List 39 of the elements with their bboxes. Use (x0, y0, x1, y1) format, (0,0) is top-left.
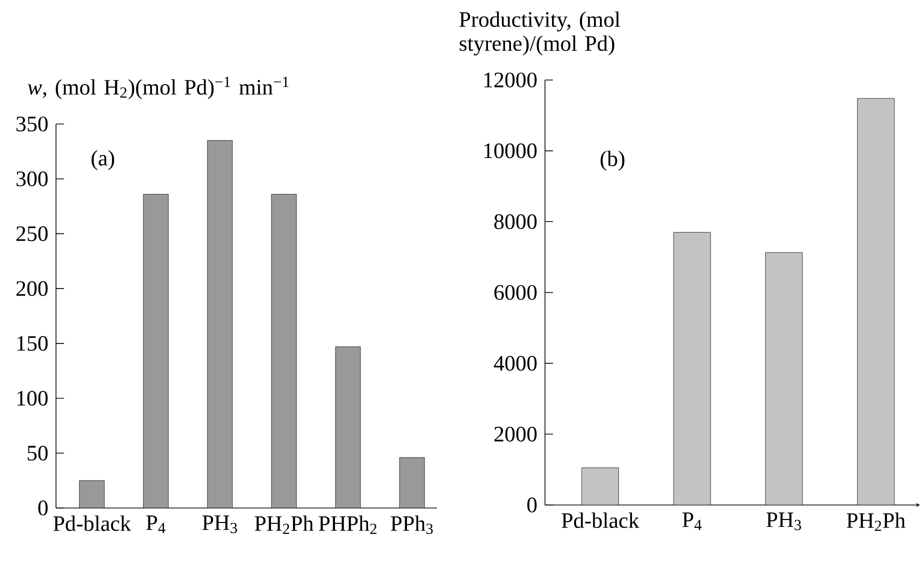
bar (271, 194, 297, 508)
y-tick-label: 12000 (484, 72, 537, 88)
y-tick-label: 0 (38, 500, 48, 516)
x-tick-label: PHPh$_{2}$ (318, 516, 376, 534)
y-tick-label: 300 (16, 171, 48, 186)
y-axis-title: w, (mol H$_{2}$)(mol Pd)$^{−1}$ min$^{−1}$ (28, 76, 288, 100)
y-tick-label: 6000 (494, 285, 537, 300)
bar (857, 98, 895, 505)
annotation: (a) (92, 150, 114, 170)
x-tick-label: PPh$_{3}$ (390, 516, 433, 534)
y-tick-label: 50 (28, 446, 48, 461)
x-tick-label: Pd-black (53, 516, 131, 531)
bar (79, 480, 105, 508)
y-tick-label: 8000 (494, 214, 537, 230)
bar (207, 140, 233, 508)
bar (765, 252, 803, 505)
x-tick-label: P$_{4}$ (682, 512, 702, 530)
x-tick-label: PH$_{2}$Ph (846, 512, 906, 531)
y-tick-label: 100 (17, 390, 48, 406)
y-tick-label: 2000 (494, 426, 537, 442)
y-tick-label: 150 (17, 336, 48, 351)
bar (399, 457, 425, 508)
x-tick-label: PH$_{3}$ (202, 516, 237, 534)
x-tick-label: PH$_{3}$ (766, 512, 802, 530)
annotation: (b) (600, 150, 624, 171)
bar (335, 346, 361, 508)
y-tick-label: 10000 (484, 143, 537, 158)
x-tick-label: PH$_{2}$Ph (254, 516, 314, 534)
bar (581, 468, 619, 505)
y-tick-label: 4000 (494, 356, 537, 371)
bar (143, 194, 169, 508)
x-tick-label: P$_{4}$ (146, 516, 166, 534)
bar (673, 232, 711, 505)
x-tick-label: Pd-black (562, 512, 640, 528)
y-tick-label: 200 (16, 281, 48, 296)
y-axis-title: Productivity, (mol styrene)/(mol Pd) (459, 11, 620, 56)
y-tick-label: 350 (16, 116, 48, 132)
y-tick-label: 250 (16, 226, 48, 242)
y-tick-label: 0 (527, 498, 537, 512)
